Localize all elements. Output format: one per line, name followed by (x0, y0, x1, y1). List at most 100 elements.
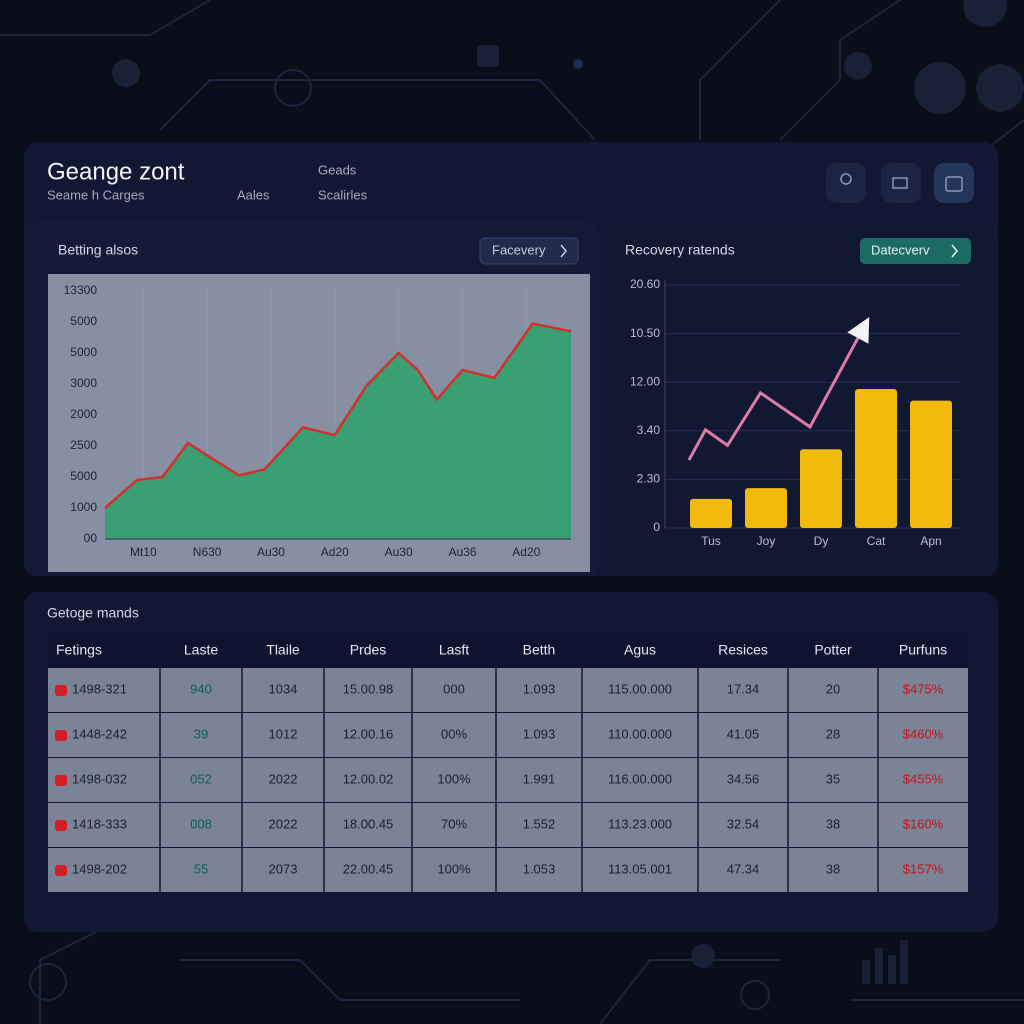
column-header: Betth (523, 642, 556, 658)
x-tick-label: Ad20 (321, 545, 349, 559)
y-tick-label: 5000 (70, 314, 97, 328)
table-cell: 2073 (269, 861, 298, 876)
y-tick-label: 3.40 (637, 423, 661, 437)
table-title: Getoge mands (47, 605, 139, 621)
table-cell: 1.053 (523, 861, 556, 876)
y-tick-label: 13300 (64, 283, 98, 297)
y-tick-label: 2500 (70, 438, 97, 452)
chart-button[interactable] (881, 163, 921, 203)
table-cell: 2022 (269, 771, 298, 786)
table-cell: 55 (194, 861, 208, 876)
trend-line (687, 316, 870, 461)
table-cell: 28 (826, 726, 840, 741)
nav-link[interactable]: Aales (237, 187, 270, 202)
x-tick-label: Cat (867, 534, 886, 548)
table-cell: 1418-333 (72, 816, 127, 831)
y-tick-label: 5000 (70, 469, 97, 483)
nav-link[interactable]: Geads (318, 162, 357, 177)
x-tick-label: Ad20 (512, 545, 540, 559)
x-tick-label: Tus (701, 534, 721, 548)
table-cell: 1.552 (523, 816, 556, 831)
bag-button[interactable] (934, 163, 974, 203)
table-cell: 940 (190, 681, 212, 696)
table-cell: $475% (903, 681, 944, 696)
page-title: Geange zont (47, 158, 185, 185)
table-cell: $460% (903, 726, 944, 741)
table-cell: 47.34 (727, 861, 760, 876)
table-cell: 000 (443, 681, 465, 696)
table-cell: 18.00.45 (343, 816, 394, 831)
table-cell: 32.54 (727, 816, 760, 831)
table-cell: 00% (441, 726, 467, 741)
panel-button[interactable] (479, 237, 579, 265)
table-cell: 1.991 (523, 771, 556, 786)
table-cell: 12.00.02 (343, 771, 394, 786)
column-header: Purfuns (899, 642, 947, 658)
y-tick-label: 00 (84, 531, 98, 545)
table-cell: 1.093 (523, 681, 556, 696)
table-cell: $455% (903, 771, 944, 786)
table-cell: 22.00.45 (343, 861, 394, 876)
nav-link[interactable]: Scalirles (318, 187, 368, 202)
column-header: Agus (624, 642, 656, 658)
y-tick-label: 3000 (70, 376, 97, 390)
bar (690, 498, 732, 528)
table-cell: 113.05.001 (608, 861, 672, 876)
panel-title: Betting alsos (58, 242, 138, 258)
y-tick-label: 10.50 (630, 326, 660, 340)
table-row (48, 713, 968, 757)
table-row (48, 848, 968, 892)
panel-button[interactable] (860, 238, 971, 264)
x-tick-label: Joy (757, 534, 776, 548)
table-row (48, 758, 968, 802)
table-cell: 1498-032 (72, 771, 127, 786)
panel-button-label[interactable]: Facevery (492, 242, 546, 257)
bar (800, 449, 842, 528)
table-cell: 110.00.000 (608, 726, 672, 741)
bar-panel (608, 222, 998, 576)
panel-title: Recovery ratends (625, 242, 735, 258)
chevron (951, 244, 958, 258)
table-cell: 38 (826, 816, 840, 831)
bar (855, 389, 897, 528)
table-header (48, 632, 968, 668)
table-cell: $160% (903, 816, 944, 831)
chart-icon (892, 177, 908, 189)
x-tick-label: Au30 (385, 545, 413, 559)
column-header: Potter (814, 642, 852, 658)
table-cell: 1012 (269, 726, 298, 741)
table-cell: 116.00.000 (608, 771, 672, 786)
icon-buttons (826, 163, 974, 203)
panel-button-label[interactable]: Datecverv (871, 242, 930, 257)
column-header: Fetings (56, 642, 102, 658)
column-header: Resices (718, 642, 768, 658)
x-tick-label: Mt10 (130, 545, 157, 559)
user-button[interactable] (826, 163, 866, 203)
y-tick-label: 2.30 (637, 472, 661, 486)
table-cell: 35 (826, 771, 840, 786)
table-cell: 41.05 (727, 726, 760, 741)
status-icon (55, 865, 67, 876)
table-cell: 34.56 (727, 771, 760, 786)
column-header: Tlaile (266, 642, 300, 658)
table-cell: 052 (190, 771, 212, 786)
column-header: Prdes (350, 642, 387, 658)
table-cell: 20 (826, 681, 840, 696)
table-cell: 008 (190, 816, 212, 831)
column-header: Lasft (439, 642, 469, 658)
status-icon (55, 685, 67, 696)
bar (910, 400, 952, 528)
status-icon (55, 775, 67, 786)
table-cell: $157% (903, 861, 944, 876)
bag-icon (945, 176, 963, 192)
status-icon (55, 820, 67, 831)
table-cell: 1448-242 (72, 726, 127, 741)
table-cell: 2022 (269, 816, 298, 831)
area-line (104, 322, 572, 509)
y-tick-label: 5000 (70, 345, 97, 359)
x-tick-label: Apn (920, 534, 941, 548)
table-cell: 1034 (269, 681, 298, 696)
table-row (48, 803, 968, 847)
chevron (560, 244, 567, 258)
